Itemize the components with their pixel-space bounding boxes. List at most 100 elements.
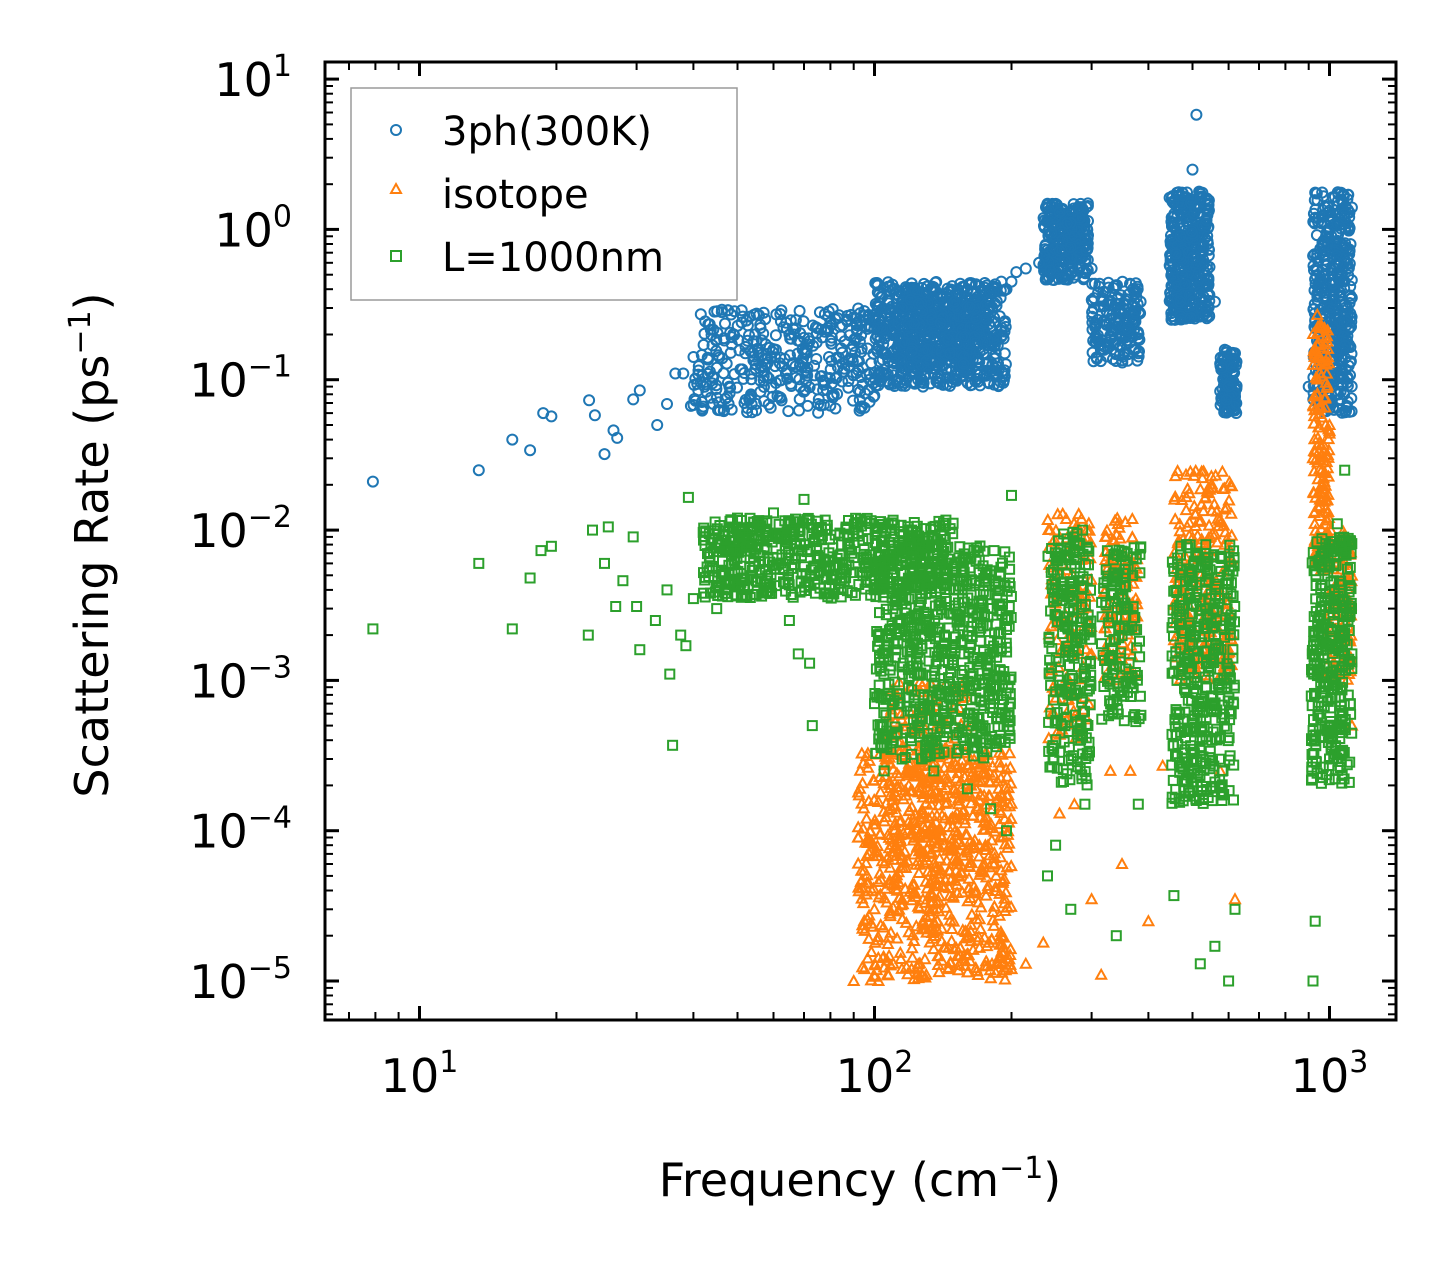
data-point-0-1228: [905, 345, 918, 358]
data-point-1-1225: [1167, 545, 1182, 558]
data-point-0-350: [793, 404, 805, 417]
data-point-0-358: [793, 393, 806, 406]
data-point-0-284: [807, 339, 819, 352]
data-point-0-1005: [882, 276, 895, 289]
data-point-0-1682: [1086, 277, 1099, 290]
data-point-0-905: [876, 290, 889, 303]
data-point-0-1525: [1064, 241, 1077, 254]
data-point-0-2656: [583, 394, 596, 407]
data-point-0-263: [692, 360, 705, 373]
data-point-0-1217: [928, 331, 941, 344]
data-point-0-219: [754, 322, 767, 334]
data-point-0-283: [728, 305, 741, 318]
data-point-0-309: [762, 398, 775, 411]
data-point-0-866: [880, 348, 893, 361]
data-point-0-1515: [1044, 264, 1057, 277]
data-point-0-357: [751, 342, 764, 355]
data-point-0-2713: [1186, 163, 1199, 176]
data-point-0-1215: [892, 317, 905, 330]
data-point-0-298: [810, 327, 823, 340]
data-point-0-287: [836, 357, 849, 370]
data-point-0-356: [856, 361, 869, 374]
data-point-0-648: [934, 370, 947, 383]
data-point-0-1482: [1056, 202, 1069, 215]
data-point-1-1597: [1115, 856, 1129, 869]
data-point-0-348: [818, 325, 831, 338]
data-point-0-235: [692, 364, 705, 377]
data-point-0-1691: [1098, 343, 1111, 356]
data-point-0-927: [869, 277, 882, 290]
data-point-0-181: [731, 381, 743, 394]
data-point-0-196: [715, 303, 728, 316]
data-point-0-340: [760, 358, 773, 371]
data-point-0-876: [990, 367, 1003, 380]
data-point-0-964: [887, 377, 900, 390]
data-point-0-1227: [968, 330, 981, 343]
data-point-0-320: [741, 406, 754, 419]
data-point-0-1509: [1055, 272, 1068, 285]
data-point-0-991: [880, 367, 892, 380]
data-point-0-183: [850, 332, 863, 345]
data-point-0-2651: [472, 464, 485, 477]
data-point-0-2697: [1019, 262, 1032, 275]
data-point-0-321: [818, 376, 831, 389]
data-point-0-337: [826, 389, 839, 402]
data-point-0-277: [781, 364, 793, 377]
data-point-0-316: [725, 331, 738, 344]
data-point-0-1520: [1072, 202, 1085, 215]
data-point-0-184: [741, 334, 754, 347]
data-point-0-200: [808, 359, 821, 372]
data-point-0-119: [812, 406, 825, 419]
data-point-1-1580: [847, 973, 861, 986]
data-point-0-344: [747, 354, 760, 367]
data-point-0-1006: [882, 355, 895, 368]
data-point-0-1190: [914, 321, 927, 334]
data-point-0-258: [774, 308, 787, 320]
data-point-0-331: [706, 377, 719, 390]
data-point-0-65: [725, 403, 738, 416]
data-point-0-1619: [1121, 354, 1134, 367]
data-point-0-186: [810, 353, 823, 365]
data-point-0-213: [736, 363, 749, 376]
data-point-0-343: [705, 329, 718, 341]
data-point-0-114: [770, 308, 783, 321]
data-point-0-211: [853, 404, 866, 417]
data-point-0-281: [800, 375, 813, 388]
data-point-0-1678: [1123, 336, 1136, 349]
data-point-1-1595: [1094, 967, 1108, 980]
data-point-0-1697: [1119, 337, 1132, 350]
data-point-0-166: [825, 355, 838, 367]
data-point-0-1685: [1087, 302, 1100, 315]
data-point-0-1511: [1062, 210, 1075, 223]
data-point-0-162: [825, 337, 838, 350]
data-point-0-1213: [934, 317, 947, 330]
data-point-0-1527: [1080, 222, 1093, 235]
data-point-1-369: [859, 811, 874, 824]
data-point-0-1225: [963, 301, 976, 314]
data-point-0-351: [838, 335, 851, 348]
data-point-0-332: [712, 349, 725, 362]
data-point-0-2661: [627, 393, 640, 406]
data-point-0-1226: [969, 337, 982, 350]
data-point-0-265: [778, 352, 791, 365]
data-point-0-353: [695, 396, 708, 408]
data-point-0-1201: [957, 350, 970, 363]
data-point-1-1599: [1141, 914, 1156, 927]
data-point-0-1672: [1118, 348, 1130, 361]
data-point-0-1688: [1128, 312, 1141, 325]
data-point-0-1202: [942, 333, 955, 346]
data-point-0-1529: [1058, 254, 1071, 267]
data-point-0-1179: [936, 350, 949, 363]
data-point-0-1229: [891, 331, 904, 343]
data-point-0-1212: [944, 347, 956, 360]
data-point-0-1220: [921, 343, 934, 356]
data-point-0-1629: [1103, 294, 1116, 307]
data-point-0-290: [847, 369, 860, 382]
data-point-0-1184: [979, 299, 992, 312]
data-point-0-198: [719, 317, 731, 330]
data-point-0-985: [924, 377, 937, 390]
data-point-0-724: [998, 347, 1011, 360]
data-point-0-1513: [1046, 200, 1058, 213]
data-point-0-1207: [922, 330, 934, 343]
data-point-0-355: [758, 380, 770, 393]
